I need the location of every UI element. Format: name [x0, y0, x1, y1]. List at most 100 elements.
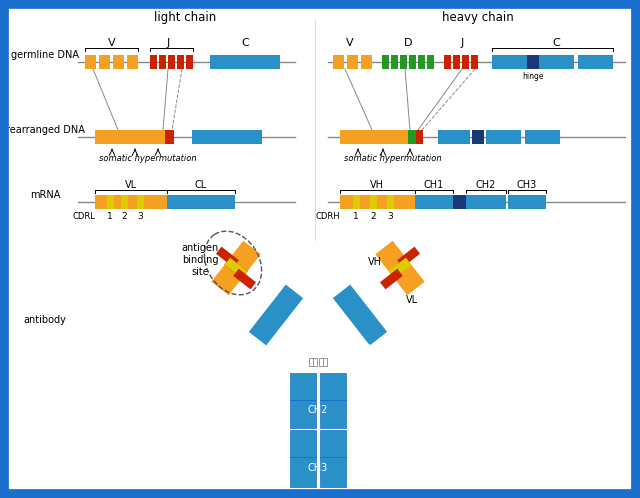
- Bar: [353, 195, 360, 209]
- Text: 1: 1: [107, 212, 113, 221]
- Text: CDRL: CDRL: [72, 212, 95, 221]
- Bar: [380, 269, 403, 289]
- Bar: [137, 195, 144, 209]
- Text: V: V: [108, 38, 116, 48]
- Bar: [370, 195, 377, 209]
- Text: CH2: CH2: [476, 180, 496, 190]
- Bar: [225, 257, 248, 278]
- Text: somatic hypermutation: somatic hypermutation: [99, 153, 197, 162]
- Bar: [95, 130, 165, 144]
- Text: heavy chain: heavy chain: [442, 10, 514, 23]
- Text: 2: 2: [370, 212, 376, 221]
- Bar: [127, 55, 138, 69]
- Bar: [121, 195, 128, 209]
- Bar: [233, 269, 256, 289]
- Bar: [340, 130, 408, 144]
- Bar: [177, 55, 184, 69]
- Bar: [210, 55, 280, 69]
- Bar: [418, 55, 425, 69]
- Bar: [319, 358, 323, 366]
- Text: 1: 1: [353, 212, 359, 221]
- Text: CH1: CH1: [326, 328, 346, 337]
- Text: CL: CL: [362, 344, 374, 353]
- Bar: [225, 257, 248, 278]
- Bar: [375, 241, 425, 295]
- Text: mRNA: mRNA: [30, 190, 60, 200]
- Bar: [539, 55, 574, 69]
- Bar: [408, 130, 416, 144]
- Text: D: D: [404, 38, 412, 48]
- Text: light chain: light chain: [154, 10, 216, 23]
- Bar: [165, 130, 174, 144]
- Text: C: C: [552, 38, 560, 48]
- Bar: [462, 55, 469, 69]
- Text: VH: VH: [368, 257, 382, 267]
- Bar: [453, 195, 466, 209]
- Bar: [192, 130, 262, 144]
- Bar: [320, 430, 346, 487]
- Bar: [427, 55, 434, 69]
- Bar: [309, 358, 313, 366]
- Bar: [99, 55, 110, 69]
- Bar: [438, 130, 470, 144]
- Bar: [225, 257, 248, 278]
- Bar: [225, 257, 248, 278]
- Bar: [340, 195, 415, 209]
- Text: somatic hypermutation: somatic hypermutation: [344, 153, 442, 162]
- Bar: [107, 195, 114, 209]
- Bar: [361, 55, 372, 69]
- Text: 2: 2: [121, 212, 127, 221]
- Text: germline DNA: germline DNA: [11, 50, 79, 60]
- Bar: [333, 284, 387, 346]
- Text: VH: VH: [370, 180, 384, 190]
- Bar: [159, 55, 166, 69]
- Bar: [290, 430, 316, 487]
- Bar: [486, 130, 521, 144]
- Bar: [387, 195, 394, 209]
- Text: rearranged DNA: rearranged DNA: [6, 125, 84, 135]
- Text: J: J: [460, 38, 463, 48]
- Bar: [416, 130, 423, 144]
- Bar: [323, 358, 327, 366]
- Text: VL: VL: [406, 295, 418, 305]
- Bar: [333, 55, 344, 69]
- Bar: [113, 55, 124, 69]
- Text: J: J: [166, 38, 170, 48]
- Bar: [453, 55, 460, 69]
- Text: CH3: CH3: [517, 180, 537, 190]
- Bar: [167, 195, 235, 209]
- Bar: [85, 55, 96, 69]
- Bar: [347, 55, 358, 69]
- Text: VL: VL: [125, 180, 137, 190]
- Bar: [388, 257, 412, 278]
- Bar: [391, 55, 398, 69]
- Bar: [400, 55, 407, 69]
- Bar: [290, 373, 316, 428]
- Bar: [508, 195, 546, 209]
- Bar: [471, 55, 478, 69]
- Text: CH3: CH3: [308, 463, 328, 473]
- Text: hinge: hinge: [522, 72, 544, 81]
- Text: CH1: CH1: [424, 180, 444, 190]
- Bar: [216, 247, 239, 267]
- Bar: [525, 130, 560, 144]
- Text: C: C: [241, 38, 249, 48]
- Bar: [415, 195, 453, 209]
- Bar: [313, 358, 317, 366]
- Text: 3: 3: [137, 212, 143, 221]
- Bar: [382, 55, 389, 69]
- Bar: [578, 55, 613, 69]
- Bar: [186, 55, 193, 69]
- Text: V: V: [346, 38, 354, 48]
- Text: CL: CL: [195, 180, 207, 190]
- Bar: [168, 55, 175, 69]
- Text: CH2: CH2: [308, 405, 328, 415]
- Bar: [472, 130, 484, 144]
- Bar: [466, 195, 506, 209]
- Text: CDRH: CDRH: [316, 212, 340, 221]
- Bar: [150, 55, 157, 69]
- Bar: [320, 373, 346, 428]
- Bar: [444, 55, 451, 69]
- Bar: [409, 55, 416, 69]
- Bar: [249, 284, 303, 346]
